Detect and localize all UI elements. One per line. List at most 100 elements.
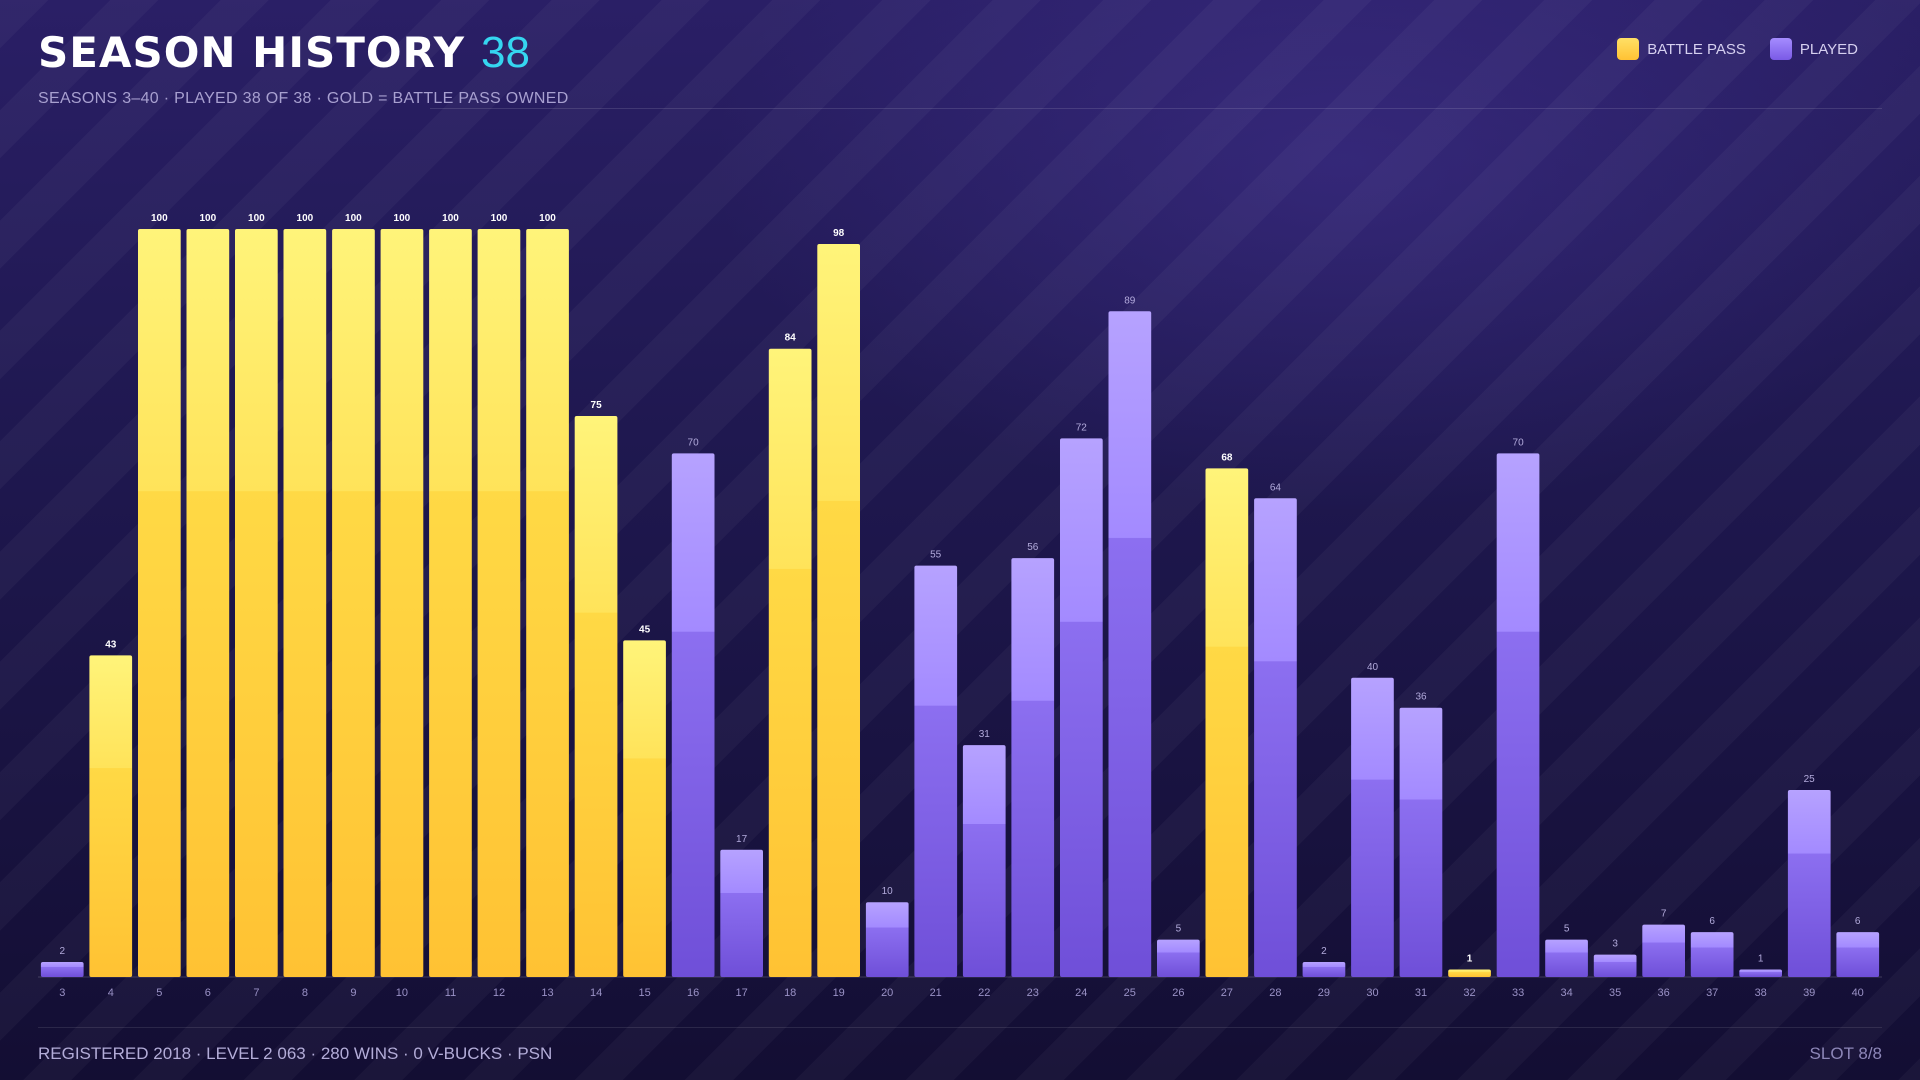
bar-season-20	[865, 902, 909, 977]
legend-label-battle-pass: BATTLE PASS	[1647, 40, 1746, 58]
header-divider	[430, 108, 1882, 109]
tick-label-season-10: 10	[396, 987, 408, 999]
value-label-season-34: 5	[1564, 924, 1570, 935]
profile-summary: REGISTERED 2018 · LEVEL 2 063 · 280 WINS…	[38, 1044, 553, 1063]
tick-label-season-3: 3	[59, 987, 65, 999]
bar-season-18	[768, 348, 812, 977]
tick-label-season-17: 17	[735, 987, 747, 999]
value-label-season-18: 84	[785, 333, 797, 344]
bar-season-29	[1302, 962, 1346, 977]
tick-label-season-24: 24	[1075, 987, 1087, 999]
bar-season-30	[1351, 677, 1394, 977]
bar-season-27	[1205, 468, 1249, 977]
bar-season-13	[526, 229, 569, 977]
value-label-season-26: 5	[1176, 924, 1182, 935]
tick-label-season-30: 30	[1366, 987, 1378, 999]
slot-indicator: SLOT 8/8	[1809, 1044, 1882, 1063]
tick-label-season-13: 13	[541, 987, 553, 999]
value-label-season-13: 100	[539, 213, 556, 224]
bar-season-33	[1496, 453, 1540, 977]
value-label-season-30: 40	[1367, 662, 1379, 673]
bar-season-8	[283, 229, 327, 977]
bar-season-34	[1545, 939, 1588, 977]
bar-season-9	[332, 229, 375, 977]
tick-label-season-31: 31	[1415, 987, 1427, 999]
tick-label-season-18: 18	[784, 987, 796, 999]
value-label-season-7: 100	[248, 213, 265, 224]
value-label-season-24: 72	[1076, 422, 1088, 433]
bar-season-12	[477, 229, 521, 977]
value-label-season-28: 64	[1270, 482, 1282, 493]
tick-label-season-28: 28	[1269, 987, 1281, 999]
value-label-season-5: 100	[151, 213, 168, 224]
value-label-season-23: 56	[1027, 542, 1039, 553]
header: SEASON HISTORY 38	[38, 28, 530, 78]
bar-season-3	[40, 962, 84, 977]
value-label-season-38: 1	[1758, 954, 1764, 965]
tick-label-season-8: 8	[302, 987, 308, 999]
bar-season-11	[429, 229, 472, 977]
bar-season-4	[89, 655, 133, 977]
bar-season-14	[574, 416, 618, 977]
tick-label-season-9: 9	[350, 987, 356, 999]
tick-label-season-36: 36	[1657, 987, 1669, 999]
value-label-season-22: 31	[979, 729, 991, 740]
value-label-season-39: 25	[1804, 774, 1816, 785]
tick-label-season-12: 12	[493, 987, 505, 999]
value-label-season-3: 2	[60, 946, 66, 957]
value-label-season-10: 100	[394, 213, 411, 224]
bar-season-16	[671, 453, 715, 977]
value-label-season-19: 98	[833, 228, 845, 239]
value-label-season-15: 45	[639, 624, 651, 635]
value-label-season-27: 68	[1221, 452, 1233, 463]
tick-label-season-7: 7	[253, 987, 259, 999]
value-label-season-35: 3	[1612, 939, 1618, 950]
tick-label-season-38: 38	[1755, 987, 1767, 999]
tick-label-season-33: 33	[1512, 987, 1524, 999]
tick-label-season-34: 34	[1560, 987, 1572, 999]
tick-label-season-6: 6	[205, 987, 211, 999]
bar-season-40	[1836, 932, 1880, 977]
bars-group	[40, 229, 1880, 977]
bar-season-32	[1448, 969, 1491, 977]
tick-label-season-25: 25	[1124, 987, 1136, 999]
tick-label-season-19: 19	[833, 987, 845, 999]
legend-item-battle-pass: BATTLE PASS	[1617, 38, 1746, 60]
legend-item-played: PLAYED	[1769, 38, 1858, 60]
value-label-season-21: 55	[930, 550, 942, 561]
bar-season-36	[1642, 924, 1685, 977]
bar-season-26	[1157, 939, 1200, 977]
bar-season-28	[1254, 498, 1297, 977]
tick-label-season-37: 37	[1706, 987, 1718, 999]
chart-legend: BATTLE PASS PLAYED	[1617, 38, 1858, 60]
bar-season-37	[1690, 932, 1734, 977]
value-label-season-29: 2	[1321, 946, 1327, 957]
tick-label-season-39: 39	[1803, 987, 1815, 999]
tick-label-season-11: 11	[445, 987, 456, 999]
tick-label-season-14: 14	[590, 987, 602, 999]
bar-season-10	[380, 229, 424, 977]
value-label-season-14: 75	[591, 400, 603, 411]
tick-label-season-26: 26	[1172, 987, 1184, 999]
tick-label-season-15: 15	[638, 987, 650, 999]
tick-label-season-32: 32	[1463, 987, 1475, 999]
bar-season-25	[1108, 311, 1152, 977]
page-title: SEASON HISTORY	[38, 28, 466, 77]
tick-label-season-22: 22	[978, 987, 990, 999]
tick-label-season-40: 40	[1852, 987, 1864, 999]
legend-swatch-played	[1769, 38, 1792, 60]
value-label-season-25: 89	[1124, 295, 1136, 306]
bar-season-22	[962, 745, 1006, 977]
legend-label-played: PLAYED	[1799, 40, 1858, 58]
tick-label-season-29: 29	[1318, 987, 1330, 999]
bar-season-23	[1011, 558, 1055, 977]
value-label-season-36: 7	[1661, 909, 1667, 920]
bar-season-35	[1593, 954, 1637, 977]
value-label-season-12: 100	[491, 213, 508, 224]
tick-label-season-21: 21	[930, 987, 942, 999]
tick-label-season-5: 5	[156, 987, 162, 999]
bar-season-21	[914, 565, 958, 977]
bar-season-15	[623, 640, 666, 977]
footer-divider	[38, 1027, 1882, 1028]
